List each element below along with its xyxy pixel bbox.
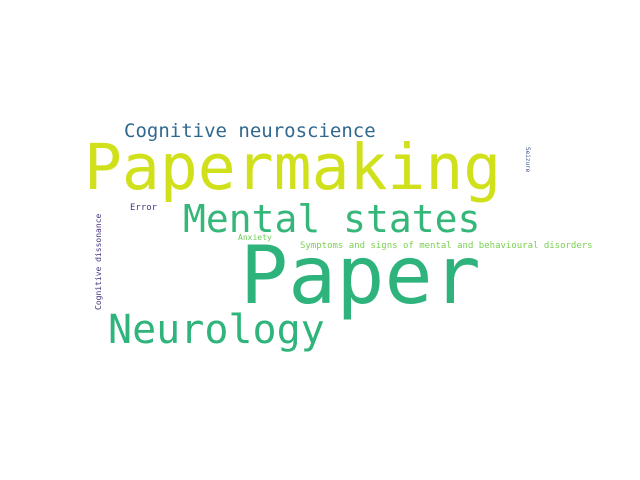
word-neurology: Neurology [108, 307, 325, 353]
word-cognitive-dissonance: Cognitive dissonance [94, 213, 103, 310]
word-paper: Paper [240, 229, 481, 322]
word-symptoms-and-signs: Symptoms and signs of mental and behavio… [300, 241, 593, 251]
word-mental-states: Mental states [183, 197, 481, 241]
word-papermaking: Papermaking [84, 131, 502, 204]
word-error: Error [130, 203, 158, 213]
word-cognitive-neuroscience: Cognitive neuroscience [124, 120, 376, 142]
word-seizure: Seizure [524, 147, 531, 173]
word-anxiety: Anxiety [238, 233, 272, 242]
